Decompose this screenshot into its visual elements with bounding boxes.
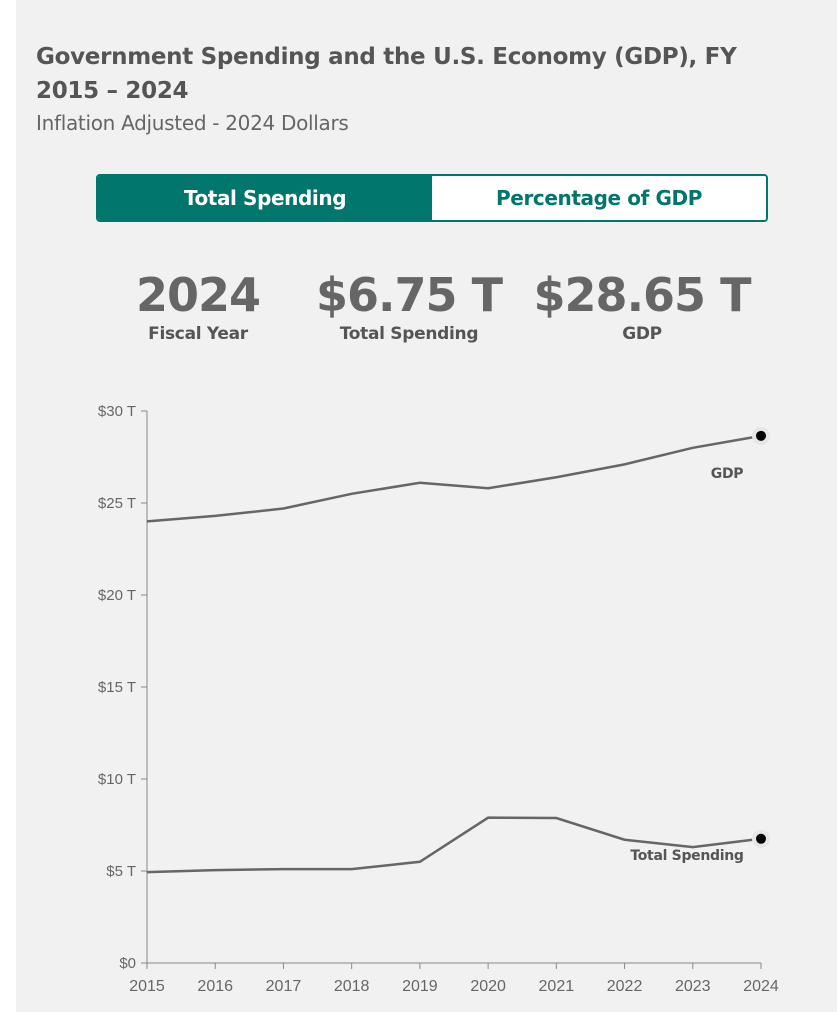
x-tick-label: 2024 xyxy=(743,978,779,995)
x-tick-label: 2020 xyxy=(470,978,506,995)
x-tick-label: 2016 xyxy=(197,978,233,995)
end-marker xyxy=(756,833,766,844)
series-label: Total Spending xyxy=(630,848,743,864)
stat-value: $28.65 T xyxy=(533,268,752,322)
x-tick-label: 2019 xyxy=(402,978,438,995)
series-line-gdp xyxy=(146,434,762,523)
tab-percentage-of-gdp[interactable]: Percentage of GDP xyxy=(432,176,766,220)
series-label: GDP xyxy=(711,466,744,482)
x-tick-label: 2015 xyxy=(129,978,165,995)
view-toggle: Total Spending Percentage of GDP xyxy=(96,174,768,222)
y-tick-label: $15 T xyxy=(98,679,136,696)
x-tick-label: 2017 xyxy=(266,978,302,995)
stat-label: Total Spending xyxy=(339,324,479,344)
x-tick-label: 2018 xyxy=(334,978,370,995)
y-tick-label: $30 T xyxy=(98,403,136,420)
x-tick-label: 2023 xyxy=(675,978,711,995)
x-tick-label: 2022 xyxy=(607,978,643,995)
chart-title: Government Spending and the U.S. Economy… xyxy=(36,44,737,104)
y-tick-label: $10 T xyxy=(98,771,136,788)
y-tick-label: $5 T xyxy=(106,863,136,880)
end-marker xyxy=(756,430,766,441)
chart-subtitle: Inflation Adjusted - 2024 Dollars xyxy=(36,111,349,135)
stat-value: 2024 xyxy=(135,268,261,322)
y-tick-label: $0 xyxy=(119,955,136,972)
y-tick-label: $20 T xyxy=(98,587,136,604)
stat-total-spending: $6.75 T Total Spending xyxy=(309,268,509,344)
y-tick-label: $25 T xyxy=(98,495,136,512)
stat-fiscal-year: 2024 Fiscal Year xyxy=(118,268,278,344)
tab-total-spending[interactable]: Total Spending xyxy=(98,176,432,220)
chart-panel xyxy=(16,0,837,1012)
stat-label: Fiscal Year xyxy=(148,324,248,344)
stat-gdp: $28.65 T GDP xyxy=(532,268,752,344)
stat-label: GDP xyxy=(622,324,662,344)
x-tick-label: 2021 xyxy=(539,978,575,995)
series-line-total-spending xyxy=(146,816,762,874)
stat-value: $6.75 T xyxy=(316,268,503,322)
